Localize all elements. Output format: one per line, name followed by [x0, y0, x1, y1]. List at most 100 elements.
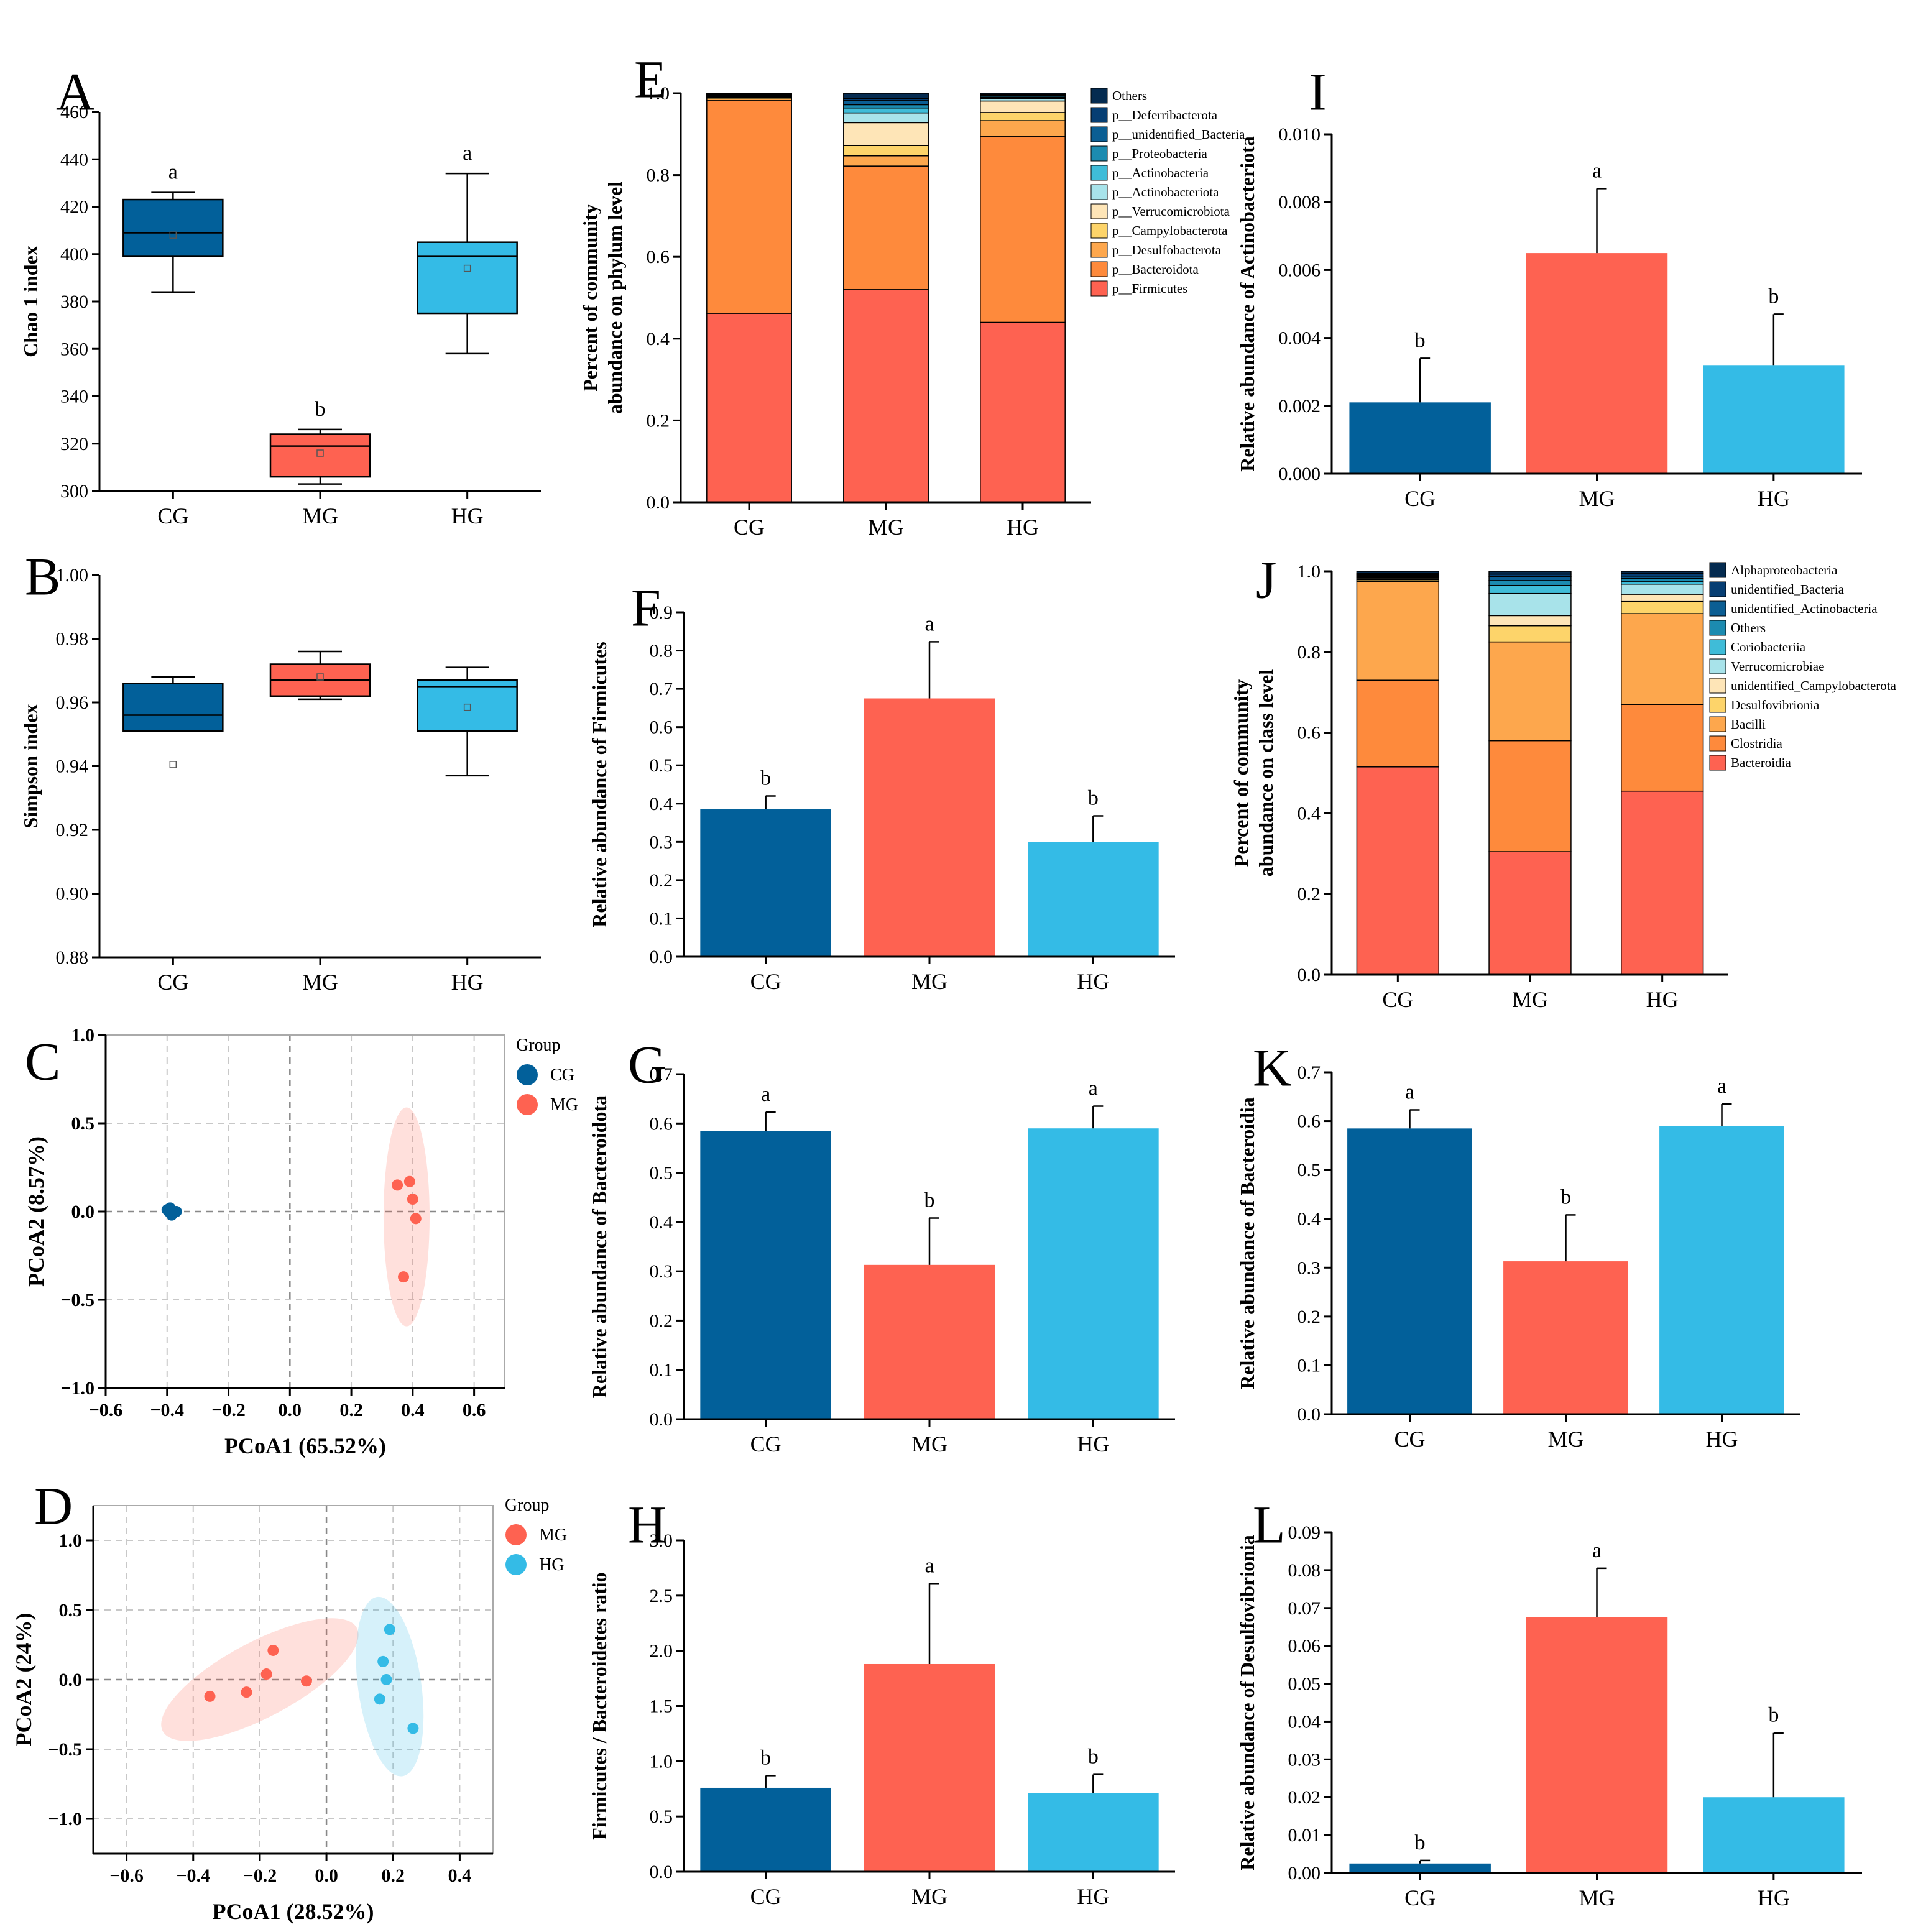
significance-letter: a: [463, 142, 472, 165]
y-tick-label: 0.5: [1298, 1160, 1321, 1180]
x-tick-label: 0.0: [279, 1400, 302, 1420]
x-tick-label: 0.4: [448, 1865, 472, 1886]
y-tick-label: 0.01: [1288, 1825, 1321, 1846]
bar-HG: [1703, 365, 1845, 474]
y-tick-label: 0.5: [650, 755, 673, 776]
x-tick-label: CG: [734, 515, 765, 540]
y-tick-label: 2.0: [650, 1641, 673, 1662]
y-tick-label: 0.7: [650, 1064, 673, 1085]
y-tick-label: 0.6: [650, 717, 673, 738]
y-tick-label: 1.0: [647, 83, 670, 104]
significance-letter: b: [1768, 1704, 1779, 1727]
bar-HG: [1659, 1126, 1784, 1414]
y-tick-label: 0.92: [56, 820, 89, 840]
y-tick-label: 0.7: [650, 679, 673, 699]
y-tick-label: 1.0: [1298, 561, 1321, 582]
legend-swatch: [1090, 126, 1108, 142]
significance-letter: b: [1088, 1746, 1099, 1769]
y-tick-label: 0.6: [1298, 723, 1321, 743]
legend-swatch: [1709, 755, 1726, 771]
legend-label: MG: [539, 1525, 567, 1545]
point-CG: [161, 1204, 173, 1216]
significance-letter: a: [1405, 1081, 1414, 1104]
y-tick-label: 0.3: [650, 832, 673, 852]
stack-segment-HG: [980, 321, 1066, 503]
stack-segment-CG: [706, 313, 792, 503]
panel-L: L 0.00 0.01 0.02 0.03 0.04 0.05 0.06 0.07 0.08 0.0…: [1236, 1495, 1862, 1910]
legend-swatch: [1709, 620, 1726, 636]
bar-MG: [1526, 253, 1668, 474]
x-tick-label: HG: [1077, 1432, 1109, 1456]
panel-letter: A: [56, 62, 94, 122]
stack-segment-MG: [843, 107, 929, 114]
x-tick-label: MG: [302, 504, 338, 528]
y-tick-label: 0.5: [59, 1600, 83, 1621]
y-axis-title: Percent of community abundance on class l…: [1230, 669, 1277, 876]
legend-marker-HG: [505, 1554, 527, 1575]
stack-segment-MG: [843, 104, 929, 109]
x-tick-label: −0.2: [243, 1865, 277, 1886]
legend-label: unidentified_Actinobacteria: [1731, 601, 1878, 616]
stack-segment-HG: [980, 136, 1066, 323]
panel-letter: D: [34, 1476, 73, 1536]
stack-segment-MG: [1488, 851, 1572, 975]
y-tick-label: 0.2: [650, 1310, 673, 1331]
y-tick-label: 0.3: [650, 1261, 673, 1282]
point-MG: [398, 1271, 410, 1283]
panel-A: A 300 320 340 360 380 400 420 440 460 Chao 1 index…: [19, 62, 541, 528]
point-HG: [384, 1624, 395, 1635]
x-tick-label: −0.2: [211, 1400, 246, 1420]
y-axis-title: Relative abundance of Desulfovibrionia: [1236, 1535, 1258, 1870]
y-tick-label: 340: [60, 387, 88, 407]
legend-swatch: [1090, 107, 1108, 123]
y-tick-label: 0.96: [56, 692, 89, 713]
legend-swatch: [1090, 242, 1108, 258]
stack-segment-MG: [843, 112, 929, 124]
y-tick-label: 0.03: [1288, 1749, 1321, 1770]
y-tick-label: 0.006: [1279, 260, 1321, 280]
y-tick-label: 1.0: [650, 1751, 673, 1772]
legend-marker-MG: [517, 1094, 538, 1115]
y-tick-label: 440: [60, 149, 88, 170]
y-axis-title: PCoA2 (24%): [11, 1613, 36, 1747]
y-tick-label: 0.0: [1298, 1404, 1321, 1425]
stack-segment-HG: [980, 93, 1066, 95]
x-tick-label: MG: [1547, 1427, 1583, 1451]
x-tick-label: HG: [1758, 1885, 1790, 1910]
y-tick-label: 0.0: [650, 1409, 673, 1430]
legend-swatch: [1709, 581, 1726, 597]
y-tick-label: 400: [60, 244, 88, 265]
legend-label: p__Firmicutes: [1112, 281, 1187, 296]
stack-segment-CG: [706, 100, 792, 314]
y-tick-label: −0.5: [60, 1290, 94, 1310]
y-tick-label: 0.90: [56, 884, 89, 904]
y-tick-label: 0.8: [1298, 642, 1321, 663]
panel-letter: K: [1253, 1038, 1291, 1098]
y-axis-title: Percent of community abundance on phylum …: [579, 182, 626, 414]
bar-HG: [1028, 1128, 1159, 1419]
y-tick-label: 0.1: [650, 1360, 673, 1381]
y-axis-title: Chao 1 index: [19, 246, 42, 357]
x-tick-label: MG: [1579, 486, 1615, 511]
legend-swatch: [1709, 600, 1726, 617]
y-tick-label: 0.1: [1298, 1355, 1321, 1376]
y-tick-label: 0.2: [647, 410, 670, 431]
legend-swatch: [1709, 735, 1726, 752]
legend: Others p__Deferribacterota p__unidentified…: [1090, 88, 1245, 297]
point-MG: [410, 1213, 422, 1225]
stack-segment-MG: [1488, 580, 1572, 586]
y-tick-label: 0.004: [1279, 328, 1321, 349]
x-tick-label: MG: [868, 515, 904, 540]
stack-segment-CG: [1356, 571, 1440, 574]
panel-letter: I: [1309, 62, 1327, 122]
significance-letter: b: [1415, 329, 1426, 352]
significance-letter: a: [924, 1554, 934, 1577]
x-tick-label: 0.0: [315, 1865, 338, 1886]
legend-label: p__Bacteroidota: [1112, 262, 1199, 277]
legend-label: p__Actinobacteria: [1112, 165, 1209, 180]
y-tick-label: 0.4: [650, 1212, 673, 1233]
y-tick-label: 0.2: [1298, 884, 1321, 904]
legend-title: Group: [505, 1496, 550, 1515]
legend-label: Others: [1731, 620, 1766, 635]
